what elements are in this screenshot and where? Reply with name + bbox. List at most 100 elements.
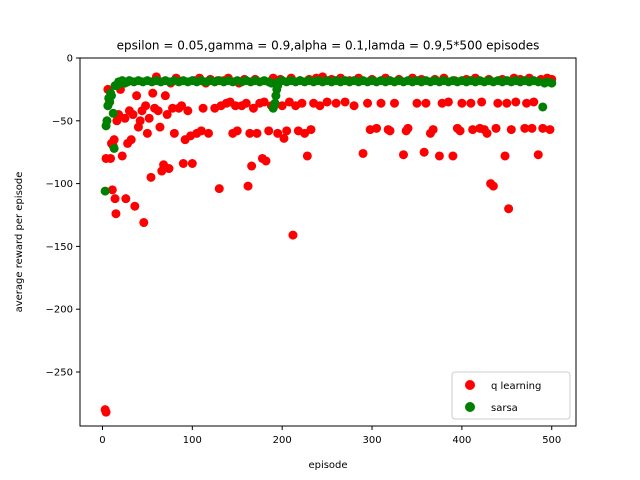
q-learning-point bbox=[203, 128, 213, 138]
q-learning-point bbox=[506, 125, 516, 135]
q-learning-point bbox=[455, 126, 465, 136]
q-learning-point bbox=[331, 98, 341, 108]
q-learning-point bbox=[155, 122, 165, 132]
q-learning-point bbox=[247, 161, 257, 171]
q-learning-point bbox=[421, 98, 431, 108]
legend-label-q-learning: q learning bbox=[491, 381, 541, 392]
q-learning-point bbox=[349, 101, 359, 111]
q-learning-point bbox=[264, 126, 274, 136]
q-learning-point bbox=[457, 98, 467, 108]
q-learning-point bbox=[164, 164, 174, 174]
q-learning-point bbox=[306, 125, 316, 135]
q-learning-point bbox=[139, 218, 149, 228]
legend-marker-q-learning bbox=[465, 380, 475, 390]
q-learning-point bbox=[500, 151, 510, 161]
q-learning-point bbox=[403, 123, 413, 133]
sarsa-point bbox=[109, 143, 119, 153]
q-learning-point bbox=[502, 98, 512, 108]
q-learning-point bbox=[372, 123, 382, 133]
x-tick-label: 500 bbox=[542, 435, 561, 446]
q-learning-point bbox=[434, 151, 444, 161]
q-learning-point bbox=[527, 123, 537, 133]
q-learning-point bbox=[385, 126, 395, 136]
q-learning-point bbox=[120, 113, 130, 123]
q-learning-point bbox=[259, 97, 269, 107]
q-learning-point bbox=[160, 91, 170, 101]
q-learning-point bbox=[232, 126, 242, 136]
sarsa-point bbox=[108, 108, 118, 118]
q-learning-point bbox=[488, 181, 498, 191]
x-axis: 0 100 200 300 400 500 bbox=[99, 426, 561, 446]
q-learning-point bbox=[178, 159, 188, 168]
q-learning-point bbox=[117, 151, 127, 161]
q-learning-point bbox=[183, 106, 193, 116]
q-learning-point bbox=[135, 116, 145, 126]
q-learning-point bbox=[187, 159, 197, 168]
q-learning-point bbox=[277, 101, 287, 111]
sarsa-point bbox=[538, 102, 548, 112]
q-learning-point bbox=[504, 204, 514, 214]
plot-background bbox=[80, 58, 576, 426]
y-tick-label: 0 bbox=[67, 54, 73, 65]
q-learning-point bbox=[545, 125, 555, 135]
q-learning-point bbox=[491, 123, 501, 133]
sarsa-point bbox=[100, 186, 110, 196]
x-tick-label: 100 bbox=[183, 435, 202, 446]
y-axis: 0 −50 −100 −150 −200 −250 bbox=[46, 54, 80, 378]
q-learning-point bbox=[358, 148, 368, 158]
q-learning-point bbox=[493, 98, 503, 108]
q-learning-point bbox=[261, 156, 271, 166]
q-learning-point bbox=[302, 151, 312, 161]
x-tick-label: 400 bbox=[452, 435, 471, 446]
plot-area bbox=[79, 57, 577, 427]
q-learning-point bbox=[533, 150, 543, 160]
q-learning-point bbox=[126, 135, 136, 145]
q-learning-point bbox=[198, 103, 208, 113]
chart-title: epsilon = 0.05,gamma = 0.9,alpha = 0.1,l… bbox=[117, 39, 540, 53]
legend: q learning sarsa bbox=[451, 371, 571, 420]
q-learning-point bbox=[297, 98, 307, 108]
q-learning-point bbox=[153, 106, 163, 116]
q-learning-point bbox=[477, 97, 487, 107]
q-learning-point bbox=[279, 133, 289, 143]
q-learning-point bbox=[419, 147, 429, 157]
q-learning-point bbox=[144, 113, 154, 123]
q-learning-point bbox=[443, 97, 453, 107]
q-learning-point bbox=[428, 125, 438, 135]
q-learning-point bbox=[196, 126, 206, 136]
q-learning-point bbox=[468, 125, 478, 135]
y-axis-label: average reward per episode bbox=[14, 172, 25, 313]
q-learning-point bbox=[107, 185, 117, 195]
q-learning-point bbox=[315, 101, 325, 111]
q-learning-point bbox=[132, 91, 142, 101]
y-tick-label: −250 bbox=[46, 367, 73, 378]
q-learning-point bbox=[248, 103, 258, 113]
y-tick-label: −150 bbox=[46, 242, 73, 253]
q-learning-point bbox=[322, 97, 332, 107]
q-learning-point bbox=[162, 110, 172, 120]
q-learning-point bbox=[243, 181, 253, 191]
q-learning-point bbox=[148, 88, 158, 98]
legend-box bbox=[451, 371, 571, 420]
sarsa-series bbox=[100, 76, 557, 196]
q-learning-point bbox=[522, 98, 532, 108]
q-learning-point bbox=[141, 101, 151, 111]
q-learning-point bbox=[121, 194, 131, 204]
q-learning-point bbox=[511, 97, 521, 107]
q-learning-point bbox=[245, 128, 255, 138]
q-learning-point bbox=[146, 172, 156, 182]
q-learning-point bbox=[241, 98, 251, 108]
q-learning-point bbox=[340, 97, 350, 107]
q-learning-point bbox=[273, 128, 283, 138]
q-learning-point bbox=[466, 98, 476, 108]
q-learning-point bbox=[282, 126, 292, 136]
q-learning-point bbox=[482, 128, 492, 138]
x-tick-label: 200 bbox=[273, 435, 292, 446]
q-learning-point bbox=[109, 135, 119, 145]
x-tick-label: 0 bbox=[99, 435, 105, 446]
sarsa-point bbox=[102, 116, 112, 126]
q-learning-point bbox=[412, 98, 422, 108]
plot-frame bbox=[79, 57, 577, 427]
q-learning-point bbox=[520, 123, 530, 133]
q-learning-point bbox=[111, 209, 121, 219]
